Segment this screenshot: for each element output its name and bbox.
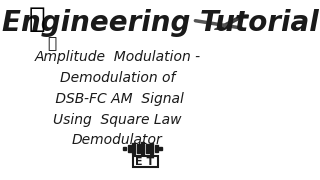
Bar [155, 145, 158, 152]
Text: E T: E T [135, 157, 155, 166]
Text: 📜: 📜 [48, 36, 57, 51]
Bar [150, 143, 153, 154]
Bar [132, 143, 135, 154]
Bar [123, 147, 126, 150]
Text: Using  Square Law: Using Square Law [53, 112, 182, 127]
Bar [159, 147, 163, 150]
Bar [141, 142, 144, 155]
Text: 🎓: 🎓 [29, 5, 45, 33]
Text: Demodulation of: Demodulation of [60, 71, 175, 85]
Bar [128, 145, 131, 152]
Text: DSB-FC AM  Signal: DSB-FC AM Signal [51, 92, 184, 106]
FancyBboxPatch shape [132, 156, 158, 167]
Text: Amplitude  Modulation -: Amplitude Modulation - [35, 50, 201, 64]
Bar [137, 144, 140, 153]
Text: Engineering Tutorial: Engineering Tutorial [2, 9, 319, 37]
Bar [146, 144, 149, 153]
Text: Demodulator: Demodulator [72, 133, 163, 147]
